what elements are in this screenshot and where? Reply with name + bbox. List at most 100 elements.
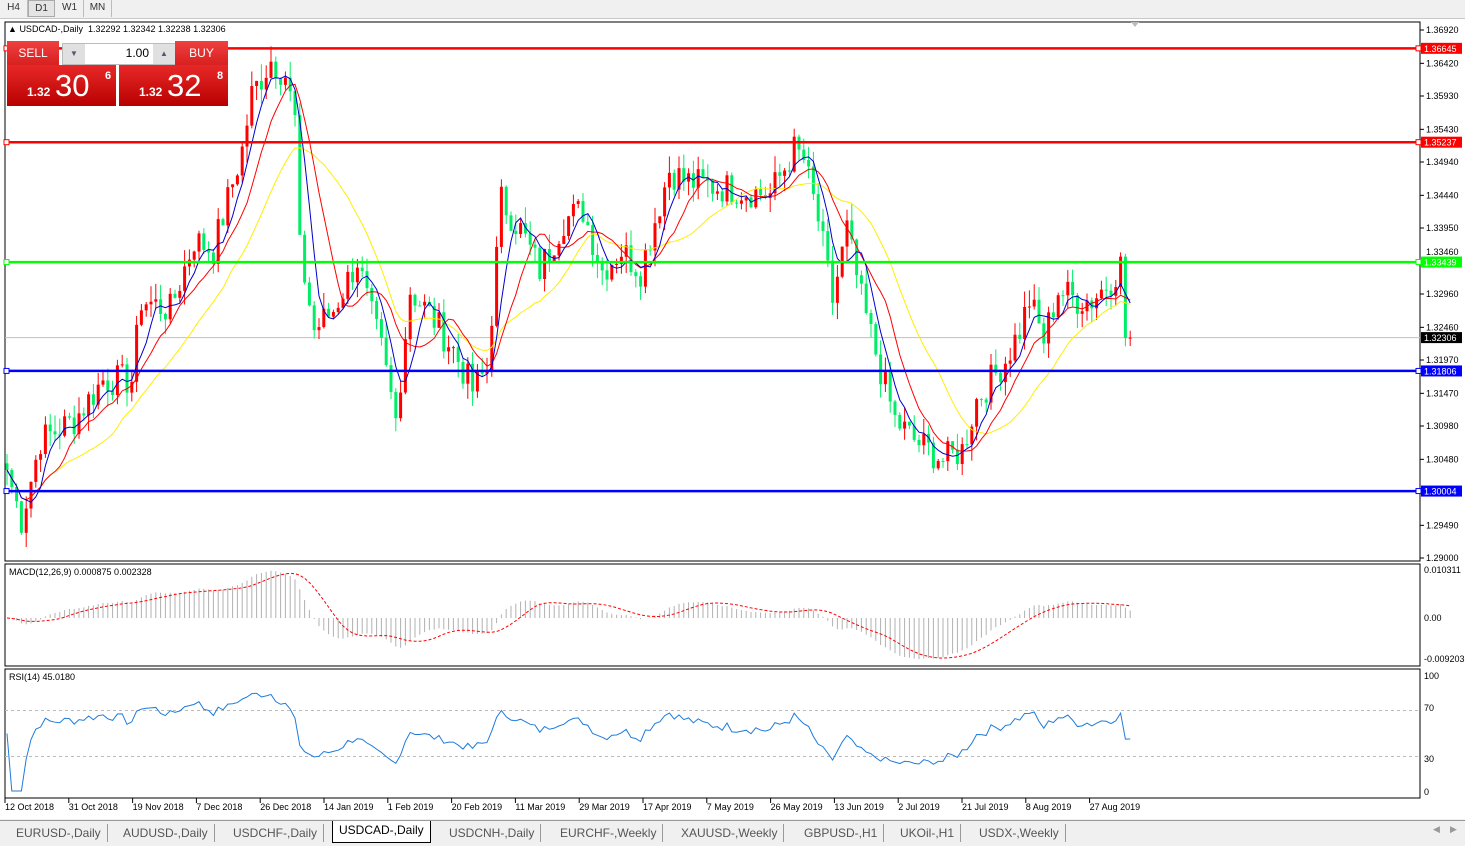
candle-body	[754, 188, 758, 208]
chart-shift-marker-icon	[1131, 22, 1139, 27]
candle-body	[999, 372, 1003, 383]
candle-body	[274, 61, 278, 79]
scroll-left-icon[interactable]: ◀	[1433, 824, 1440, 834]
candle-body	[91, 394, 95, 405]
candle-body	[1061, 295, 1065, 297]
chart-window[interactable]	[0, 19, 1465, 819]
price-line-label: 1.30004	[1424, 487, 1457, 497]
lot-increase-icon[interactable]: ▲	[153, 44, 175, 64]
tab-xauusd[interactable]: XAUUSD-,Weekly	[675, 824, 785, 842]
candle-body	[643, 249, 647, 287]
candle-body	[178, 290, 182, 298]
candle-body	[1051, 312, 1055, 318]
candle-body	[211, 252, 215, 265]
macd-label: MACD(12,26,9) 0.000875 0.002328	[9, 567, 152, 577]
candle-body	[403, 339, 407, 393]
candle-body	[667, 172, 671, 188]
candle-body	[1032, 299, 1036, 307]
symbol-name: USDCAD-,Daily	[19, 24, 83, 34]
candles	[5, 46, 1132, 548]
date-axis-label: 8 Aug 2019	[1026, 802, 1072, 812]
price-axis-label: 1.29000	[1426, 553, 1459, 563]
candle-body	[53, 431, 57, 435]
candle-body	[1119, 256, 1123, 287]
candle-body	[240, 146, 244, 176]
rsi-axis-label: 70	[1424, 703, 1434, 713]
candle-body	[523, 223, 527, 234]
price-axis-label: 1.31470	[1426, 388, 1459, 398]
candle-body	[787, 170, 791, 172]
candle-body	[432, 306, 436, 328]
timeframe-w1[interactable]: W1	[56, 0, 84, 17]
candle-body	[48, 424, 52, 432]
candle-body	[653, 223, 657, 251]
candle-body	[701, 169, 705, 178]
price-axis-label: 1.32460	[1426, 323, 1459, 333]
candle-body	[975, 399, 979, 427]
scroll-right-icon[interactable]: ▶	[1450, 824, 1457, 834]
line-handle	[1415, 45, 1422, 52]
price-chart[interactable]: 1.36920 1.36420 1.35930 1.35430 1.34940 1.344…	[0, 0, 1465, 820]
buy-price-fraction: 8	[217, 70, 224, 82]
candle-body	[936, 461, 940, 469]
ohlc-values: 1.32292 1.32342 1.32238 1.32306	[87, 24, 226, 34]
price-axis-label: 1.33950	[1426, 223, 1459, 233]
candle-body	[946, 441, 950, 462]
candle-body	[759, 188, 763, 196]
candle-body	[442, 312, 446, 352]
candle-body	[970, 426, 974, 445]
candle-body	[744, 197, 748, 201]
candle-body	[941, 461, 945, 463]
candle-body	[375, 301, 379, 320]
buy-price-button[interactable]: 1.32 32 8	[119, 65, 228, 106]
candle-body	[696, 169, 700, 188]
lot-decrease-icon[interactable]: ▼	[63, 44, 85, 64]
timeframe-d1[interactable]: D1	[28, 0, 55, 17]
price-line-label: 1.31806	[1424, 366, 1457, 376]
candle-body	[730, 175, 734, 203]
candle-body	[283, 77, 287, 85]
candle-body	[163, 313, 167, 320]
candle-body	[879, 354, 883, 385]
tab-usdchf[interactable]: USDCHF-,Daily	[227, 824, 324, 842]
buy-button[interactable]: BUY	[175, 41, 228, 65]
date-axis-label: 2 Jul 2019	[898, 802, 940, 812]
sell-button[interactable]: SELL	[7, 41, 59, 65]
candle-body	[1066, 281, 1070, 296]
candle-body	[605, 270, 609, 280]
price-axis-label: 1.34940	[1426, 157, 1459, 167]
candle-body	[192, 251, 196, 260]
candle-body	[456, 347, 460, 362]
tab-audusd[interactable]: AUDUSD-,Daily	[117, 824, 215, 842]
lot-size-input[interactable]: ▼ 1.00 ▲	[62, 43, 176, 65]
price-axis-label: 1.32960	[1426, 289, 1459, 299]
candle-body	[1095, 298, 1099, 309]
candle-body	[351, 271, 355, 283]
tab-usdcnh[interactable]: USDCNH-,Daily	[443, 824, 542, 842]
candle-body	[979, 399, 983, 401]
ma-fast-line	[6, 75, 1131, 503]
candle-body	[87, 394, 91, 416]
collapse-triangle-icon[interactable]: ▲	[8, 24, 17, 34]
rsi-line	[6, 692, 1131, 792]
tab-eurusd[interactable]: EURUSD-,Daily	[10, 824, 108, 842]
tab-gbpusd[interactable]: GBPUSD-,H1	[798, 824, 885, 842]
date-axis-label: 17 Apr 2019	[643, 802, 692, 812]
sell-price-button[interactable]: 1.32 30 6	[7, 65, 116, 106]
timeframe-h4[interactable]: H4	[0, 0, 28, 17]
candle-body	[413, 294, 417, 306]
candle-body	[269, 61, 273, 78]
tab-eurchf[interactable]: EURCHF-,Weekly	[554, 824, 664, 842]
candle-body	[322, 308, 326, 328]
candle-body	[874, 324, 878, 355]
candle-body	[1047, 312, 1051, 344]
candle-body	[264, 77, 268, 90]
candle-body	[303, 234, 307, 283]
timeframe-mn[interactable]: MN	[84, 0, 112, 17]
tab-ukoil[interactable]: UKOil-,H1	[894, 824, 962, 842]
candle-body	[533, 244, 537, 248]
lot-value[interactable]: 1.00	[125, 46, 149, 60]
tab-usdcad[interactable]: USDCAD-,Daily	[332, 821, 431, 843]
tab-usdx[interactable]: USDX-,Weekly	[973, 824, 1066, 842]
candle-body	[34, 459, 38, 482]
